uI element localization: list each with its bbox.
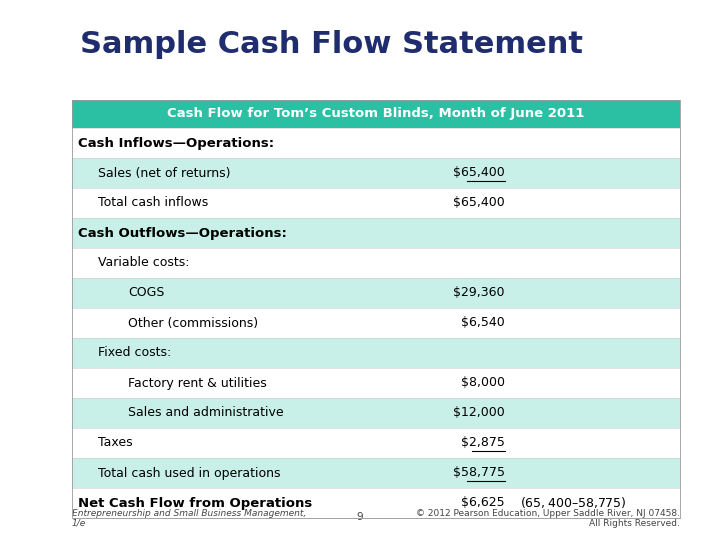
Bar bbox=[72, 368, 680, 398]
Text: Variable costs:: Variable costs: bbox=[98, 256, 189, 269]
Text: $8,000: $8,000 bbox=[461, 376, 505, 389]
Text: Cash Outflows—Operations:: Cash Outflows—Operations: bbox=[78, 226, 287, 240]
Text: $2,875: $2,875 bbox=[461, 436, 505, 449]
Bar bbox=[72, 308, 680, 338]
Text: Taxes: Taxes bbox=[98, 436, 132, 449]
Text: ($65,400 – $58,775): ($65,400 – $58,775) bbox=[520, 496, 626, 510]
Text: Entrepreneurship and Small Business Management,
1/e: Entrepreneurship and Small Business Mana… bbox=[72, 509, 306, 528]
Text: Sales (net of returns): Sales (net of returns) bbox=[98, 166, 230, 179]
Text: 9: 9 bbox=[356, 512, 364, 522]
Text: Sales and administrative: Sales and administrative bbox=[128, 407, 284, 420]
Bar bbox=[72, 100, 680, 128]
Text: Other (commissions): Other (commissions) bbox=[128, 316, 258, 329]
Bar bbox=[72, 458, 680, 488]
Bar bbox=[72, 338, 680, 368]
Text: COGS: COGS bbox=[128, 287, 164, 300]
Text: $65,400: $65,400 bbox=[454, 166, 505, 179]
Text: Sample Cash Flow Statement: Sample Cash Flow Statement bbox=[80, 30, 583, 59]
Bar bbox=[72, 428, 680, 458]
Bar bbox=[72, 100, 680, 518]
Bar bbox=[72, 248, 680, 278]
Bar bbox=[72, 218, 680, 248]
Bar bbox=[72, 278, 680, 308]
Text: $65,400: $65,400 bbox=[454, 197, 505, 210]
Text: $6,540: $6,540 bbox=[462, 316, 505, 329]
Text: $6,625: $6,625 bbox=[462, 496, 505, 510]
Text: Fixed costs:: Fixed costs: bbox=[98, 347, 171, 360]
Text: Total cash inflows: Total cash inflows bbox=[98, 197, 208, 210]
Text: $58,775: $58,775 bbox=[453, 467, 505, 480]
Text: Cash Inflows—Operations:: Cash Inflows—Operations: bbox=[78, 137, 274, 150]
Bar bbox=[72, 488, 680, 518]
Bar bbox=[72, 188, 680, 218]
Text: Net Cash Flow from Operations: Net Cash Flow from Operations bbox=[78, 496, 312, 510]
Text: Factory rent & utilities: Factory rent & utilities bbox=[128, 376, 266, 389]
Text: © 2012 Pearson Education, Upper Saddle River, NJ 07458.
All Rights Reserved.: © 2012 Pearson Education, Upper Saddle R… bbox=[416, 509, 680, 528]
Text: Total cash used in operations: Total cash used in operations bbox=[98, 467, 281, 480]
Bar bbox=[72, 128, 680, 158]
Bar bbox=[72, 398, 680, 428]
Text: $12,000: $12,000 bbox=[454, 407, 505, 420]
Text: $29,360: $29,360 bbox=[454, 287, 505, 300]
Text: Cash Flow for Tom’s Custom Blinds, Month of June 2011: Cash Flow for Tom’s Custom Blinds, Month… bbox=[167, 107, 585, 120]
Bar bbox=[72, 158, 680, 188]
